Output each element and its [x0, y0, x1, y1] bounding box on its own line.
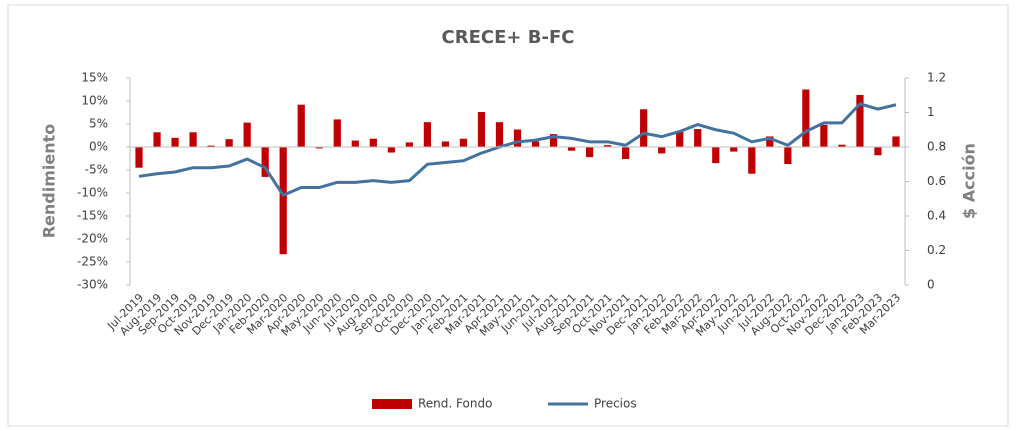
y-tick-label: -15% — [77, 209, 108, 223]
bar — [315, 147, 323, 149]
y2-axis-title: $ Acción — [960, 143, 979, 219]
y2-tick-label: 0.8 — [927, 140, 946, 154]
bar — [585, 147, 594, 158]
y2-tick-label: 1.2 — [927, 71, 946, 85]
bar — [477, 112, 486, 147]
y-tick-label: -5% — [85, 163, 108, 177]
bar — [513, 129, 522, 147]
bar — [730, 147, 738, 152]
bar — [549, 134, 558, 147]
y-tick-label: 10% — [81, 94, 108, 108]
bar — [369, 138, 377, 147]
bar — [892, 136, 900, 147]
bar — [423, 122, 431, 147]
legend-swatch — [372, 399, 412, 409]
bar — [712, 147, 720, 164]
bar — [333, 119, 341, 147]
bar — [171, 137, 179, 147]
bar — [261, 147, 269, 177]
y-tick-label: -20% — [77, 232, 108, 246]
bar — [459, 138, 468, 147]
bar — [748, 147, 756, 174]
bar — [802, 89, 810, 147]
y2-tick-label: 0 — [927, 278, 935, 292]
bar — [495, 122, 504, 147]
y-tick-label: -10% — [77, 186, 108, 200]
y-tick-label: 0% — [89, 140, 108, 154]
bar — [135, 147, 143, 168]
y2-tick-label: 0.6 — [927, 174, 946, 188]
y2-tick-label: 0.4 — [927, 209, 946, 223]
bar — [820, 124, 828, 147]
bar — [766, 136, 774, 147]
bar — [189, 132, 197, 147]
chart-frame — [7, 4, 1009, 427]
y2-tick-label: 0.2 — [927, 243, 946, 257]
bar — [874, 147, 882, 156]
bar — [225, 139, 233, 147]
bar — [279, 147, 287, 255]
bar — [153, 132, 161, 147]
y-axis-title: Rendimiento — [40, 124, 59, 239]
bar — [640, 109, 648, 147]
bar — [838, 144, 846, 147]
legend-label: Rend. Fondo — [418, 397, 492, 411]
bar — [622, 147, 630, 159]
bar — [784, 147, 792, 165]
bar — [604, 145, 612, 147]
y-tick-label: 5% — [89, 117, 108, 131]
y-tick-label: -25% — [77, 255, 108, 269]
bar — [405, 142, 413, 147]
price-line — [138, 102, 897, 197]
chart-title: CRECE+ B-FC — [442, 27, 575, 48]
bar — [297, 104, 305, 147]
bar — [207, 145, 215, 147]
bar — [441, 141, 450, 147]
bar — [658, 147, 666, 154]
bar — [351, 140, 359, 147]
bar — [531, 141, 540, 147]
y-tick-label: 15% — [81, 71, 108, 85]
bar — [856, 95, 864, 147]
y-tick-label: -30% — [77, 278, 108, 292]
y2-tick-label: 1 — [927, 105, 935, 119]
bar — [676, 131, 684, 147]
bar — [567, 147, 576, 151]
bar — [243, 122, 251, 147]
legend-label: Precios — [594, 397, 637, 411]
bar — [387, 147, 395, 153]
bar — [694, 129, 702, 147]
